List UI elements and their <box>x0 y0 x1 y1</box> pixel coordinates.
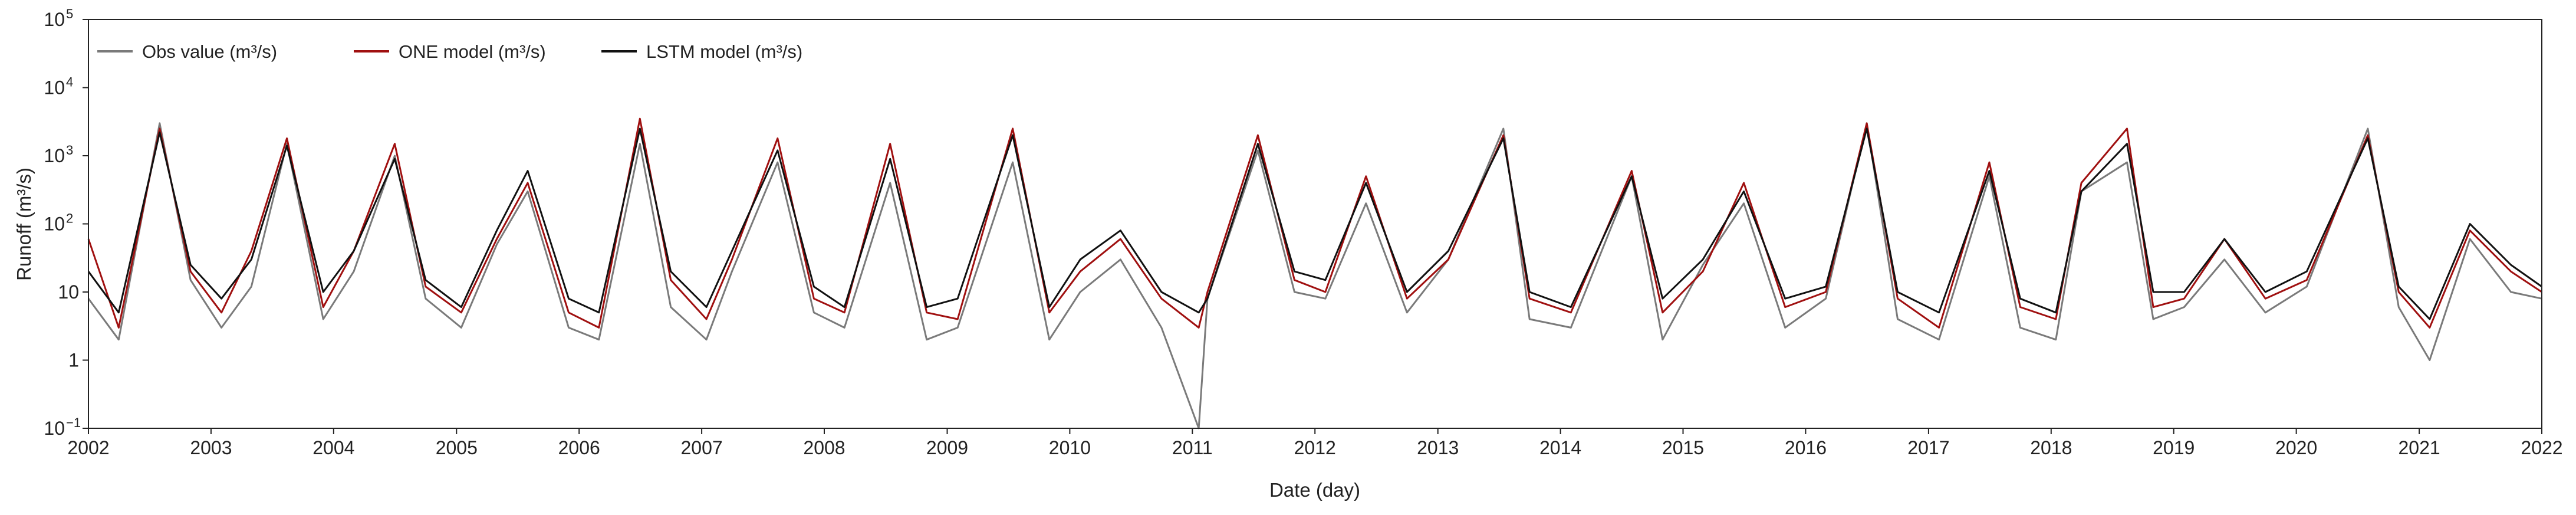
x-tick-label: 2013 <box>1417 437 1459 458</box>
legend: Obs value (m³/s) ONE model (m³/s) LSTM mod… <box>97 41 802 62</box>
y-tick-exponent: 3 <box>66 143 73 158</box>
legend-label-0: Obs value (m³/s) <box>142 41 277 62</box>
x-tick-label: 2021 <box>2398 437 2440 458</box>
x-tick-label: 2010 <box>1049 437 1091 458</box>
x-tick-label: 2020 <box>2275 437 2317 458</box>
y-axis-title: Runoff (m³/s) <box>13 168 35 281</box>
x-tick-label: 2016 <box>1785 437 1827 458</box>
y-tick-label: 10 <box>44 214 65 235</box>
series-line-0 <box>87 122 2542 429</box>
y-tick-label: 10 <box>44 145 65 166</box>
x-tick-label: 2017 <box>1907 437 1949 458</box>
y-tick-label: 10 <box>44 77 65 99</box>
x-tick-label: 2011 <box>1172 437 1213 458</box>
x-tick-label: 2009 <box>926 437 968 458</box>
y-tick-exponent: 4 <box>66 75 73 90</box>
x-tick-label: 2002 <box>67 437 109 458</box>
x-tick-label: 2007 <box>681 437 723 458</box>
y-tick-exponent: 2 <box>66 211 73 226</box>
x-tick-label: 2003 <box>190 437 232 458</box>
x-tick-label: 2012 <box>1294 437 1336 458</box>
x-tick-label: 2019 <box>2153 437 2195 458</box>
y-tick-label: 10 <box>44 418 65 439</box>
y-tick-label: 10 <box>44 9 65 30</box>
x-tick-label: 2006 <box>558 437 600 458</box>
y-tick-exponent: 5 <box>66 6 73 21</box>
legend-label-2: LSTM model (m³/s) <box>646 41 802 62</box>
x-tick-label: 2004 <box>312 437 354 458</box>
x-axis: 2002 2003 2004 2005 2006 2007 2008 2009 2010 2011… <box>67 428 2563 458</box>
x-tick-label: 2005 <box>436 437 478 458</box>
y-tick-label: 10 <box>58 281 79 303</box>
x-tick-label: 2014 <box>1539 437 1581 458</box>
x-tick-label: 2018 <box>2030 437 2072 458</box>
series-layer <box>87 117 2542 429</box>
x-axis-title: Date (day) <box>1269 479 1360 501</box>
y-tick-exponent: −1 <box>66 415 81 430</box>
x-tick-label: 2015 <box>1662 437 1704 458</box>
legend-label-1: ONE model (m³/s) <box>399 41 546 62</box>
x-tick-label: 2008 <box>803 437 845 458</box>
x-tick-label: 2022 <box>2521 437 2562 458</box>
series-line-2 <box>87 127 2542 320</box>
series-line-1 <box>87 117 2542 329</box>
y-tick-label: 1 <box>68 350 79 371</box>
